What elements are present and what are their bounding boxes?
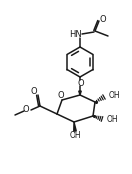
Text: O: O [23, 105, 29, 114]
Text: O: O [78, 78, 84, 88]
Text: OH: OH [109, 92, 121, 101]
Text: O: O [58, 92, 64, 101]
Text: OH: OH [107, 116, 119, 125]
Polygon shape [79, 91, 81, 95]
Polygon shape [74, 122, 76, 131]
Text: O: O [30, 88, 37, 97]
Text: O: O [100, 15, 106, 25]
Text: OH: OH [69, 132, 81, 140]
Text: HN: HN [69, 30, 81, 39]
